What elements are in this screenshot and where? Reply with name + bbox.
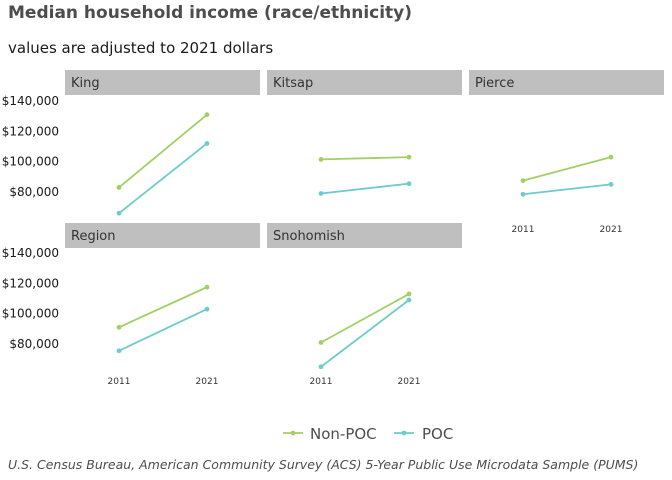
y-tick-label-row2-100000: $100,000 (2, 307, 59, 321)
series-line-region-poc (118, 308, 208, 352)
panel-strip-pierce (469, 70, 664, 95)
point-kitsap-non-poc-2011 (318, 156, 324, 162)
series-line-snohomish-non-poc (320, 293, 410, 344)
x-tick-label-col3-2011: 2011 (512, 225, 535, 235)
point-region-non-poc-2021 (204, 284, 210, 290)
point-pierce-poc-2021 (608, 182, 614, 187)
y-tick-label-row1-100000: $100,000 (2, 155, 59, 169)
y-tick-label-row2-140000: $140,000 (2, 246, 59, 260)
panel-strip-region (65, 223, 260, 248)
y-tick-label-row1-140000: $140,000 (2, 94, 59, 108)
point-pierce-non-poc-2011 (520, 178, 526, 184)
panel-strip-king (65, 70, 260, 95)
series-line-pierce-poc (522, 183, 612, 196)
series-line-king-poc (118, 142, 208, 214)
y-tick-label-row2-80000: $80,000 (9, 337, 59, 351)
point-region-poc-2011 (116, 348, 122, 354)
point-pierce-non-poc-2021 (608, 154, 614, 160)
point-king-poc-2011 (116, 210, 122, 216)
y-tick-label-row1-120000: $120,000 (2, 124, 59, 138)
series-line-kitsap-poc (320, 182, 410, 195)
panel-label-pierce: Pierce (475, 76, 514, 91)
series-line-snohomish-poc (320, 299, 410, 368)
legend-marker-non-poc (290, 430, 296, 436)
point-kitsap-non-poc-2021 (406, 154, 412, 160)
point-king-non-poc-2021 (204, 112, 210, 118)
point-pierce-poc-2011 (520, 191, 526, 197)
series-line-king-non-poc (118, 113, 208, 189)
panel-label-region: Region (71, 229, 116, 244)
point-kitsap-poc-2011 (318, 191, 324, 196)
point-snohomish-non-poc-2021 (406, 291, 412, 297)
point-snohomish-poc-2021 (406, 297, 412, 303)
chart-subtitle: values are adjusted to 2021 dollars (8, 39, 274, 57)
x-tick-label-col2-2011: 2011 (310, 377, 333, 387)
series-line-region-non-poc (118, 286, 208, 329)
x-tick-label-col3-2021: 2021 (600, 225, 623, 235)
y-tick-label-row1-80000: $80,000 (9, 185, 59, 199)
x-tick-label-col2-2021: 2021 (398, 377, 421, 387)
legend-label-non-poc: Non-POC (310, 425, 377, 443)
y-tick-label-row2-120000: $120,000 (2, 276, 59, 290)
point-region-non-poc-2011 (116, 324, 122, 330)
point-kitsap-poc-2021 (406, 181, 412, 187)
point-snohomish-poc-2011 (318, 364, 324, 370)
series-line-kitsap-non-poc (320, 156, 410, 161)
x-tick-label-col1-2021: 2021 (196, 377, 219, 387)
panel-label-kitsap: Kitsap (273, 76, 313, 91)
legend-label-poc: POC (422, 425, 453, 443)
series-line-pierce-non-poc (522, 156, 612, 182)
chart-title: Median household income (race/ethnicity) (8, 3, 413, 23)
point-king-non-poc-2011 (116, 185, 122, 190)
panel-label-snohomish: Snohomish (273, 229, 345, 244)
source-caption: U.S. Census Bureau, American Community S… (8, 457, 639, 472)
panel-label-king: King (71, 76, 100, 91)
point-snohomish-non-poc-2011 (318, 340, 324, 345)
legend-marker-poc (401, 430, 407, 436)
point-region-poc-2021 (204, 306, 210, 312)
panel-strip-kitsap (267, 70, 462, 95)
panel-strip-snohomish (267, 223, 462, 248)
x-tick-label-col1-2011: 2011 (108, 377, 131, 387)
point-king-poc-2021 (204, 141, 210, 146)
